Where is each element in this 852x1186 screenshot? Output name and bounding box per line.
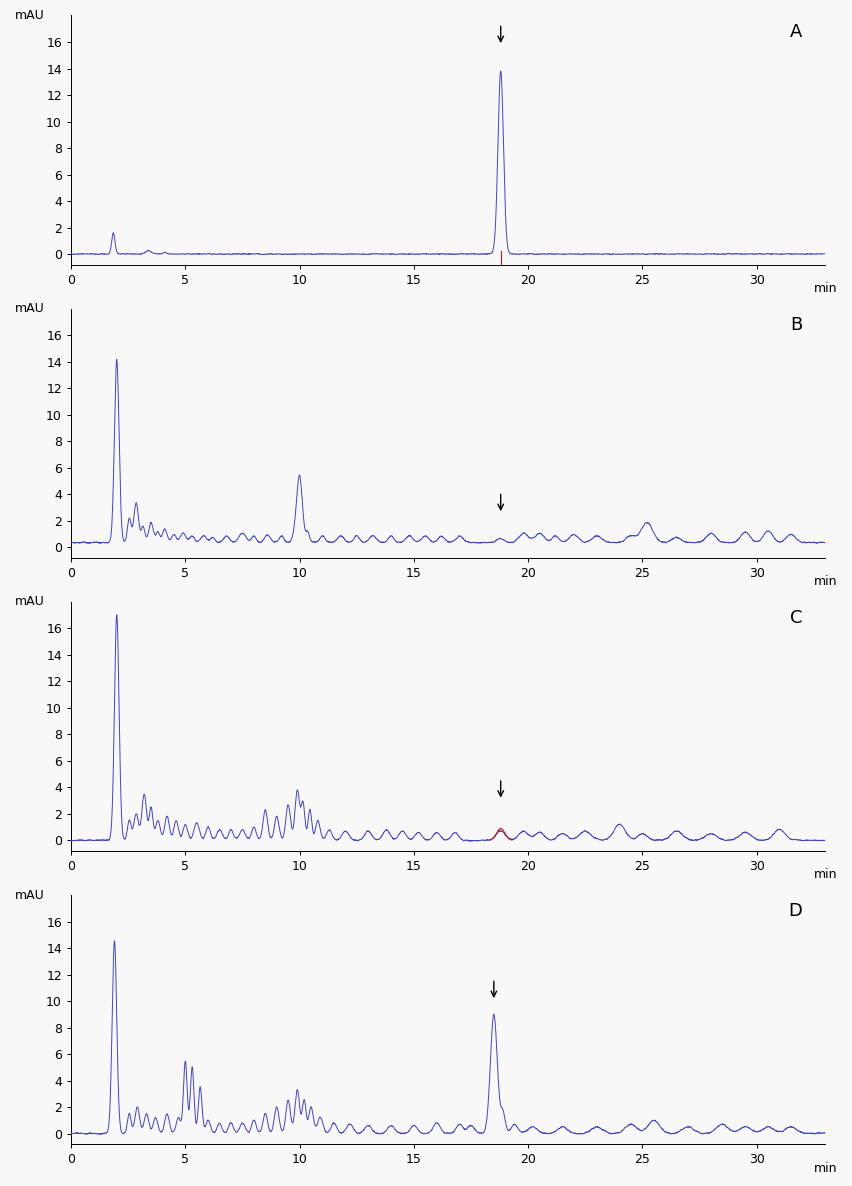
Y-axis label: mAU: mAU bbox=[15, 302, 45, 315]
Y-axis label: mAU: mAU bbox=[15, 595, 45, 608]
Text: A: A bbox=[791, 23, 803, 42]
Text: C: C bbox=[790, 610, 803, 627]
Text: min: min bbox=[814, 282, 837, 295]
Y-axis label: mAU: mAU bbox=[15, 888, 45, 901]
Text: min: min bbox=[814, 575, 837, 588]
Text: min: min bbox=[814, 868, 837, 881]
Text: B: B bbox=[791, 317, 803, 334]
Y-axis label: mAU: mAU bbox=[15, 9, 45, 23]
Text: D: D bbox=[789, 903, 803, 920]
Text: min: min bbox=[814, 1161, 837, 1174]
